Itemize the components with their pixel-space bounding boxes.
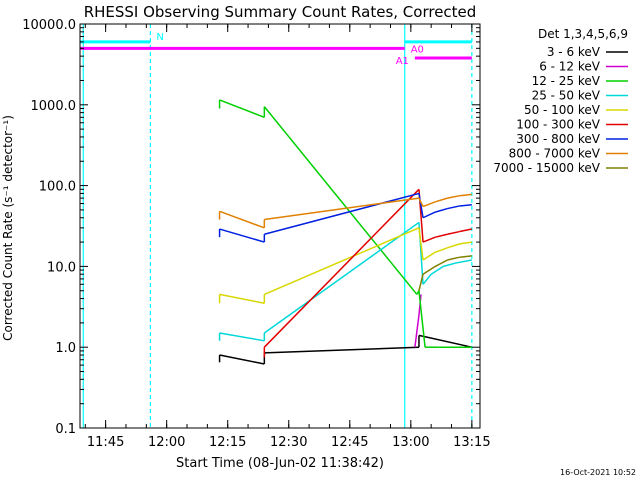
x-tick-label: 12:45 — [331, 435, 368, 450]
legend-label: 7000 - 15000 keV — [493, 161, 600, 175]
data-segment — [434, 259, 448, 268]
data-segment — [422, 265, 436, 275]
data-segment — [422, 236, 436, 243]
data-segment — [219, 354, 265, 365]
data-segment — [435, 233, 448, 238]
series-50-100-kev — [218, 227, 472, 304]
data-segment — [414, 314, 420, 348]
data-segment — [219, 332, 265, 342]
data-segment — [418, 290, 426, 348]
data-segment — [264, 197, 420, 221]
data-segment — [263, 221, 420, 334]
data-segment — [435, 197, 448, 203]
legend-label: 800 - 7000 keV — [509, 147, 601, 161]
legend-label: 100 - 300 keV — [516, 118, 600, 132]
data-segment — [418, 334, 473, 348]
data-segment — [422, 251, 436, 261]
data-segment — [219, 228, 265, 243]
legend-label: 25 - 50 keV — [532, 89, 601, 103]
state-bar-label: A1 — [396, 56, 409, 67]
data-segment — [447, 243, 460, 249]
x-tick-label: 13:00 — [392, 435, 429, 450]
data-segment — [443, 262, 456, 268]
timestamp: 16-Oct-2021 10:52 — [560, 468, 636, 477]
legend-label: 3 - 6 keV — [547, 45, 601, 59]
x-tick-label: 12:30 — [270, 435, 307, 450]
data-segment — [264, 192, 420, 235]
data-segment — [459, 193, 472, 197]
data-segment — [263, 106, 418, 295]
x-tick-label: 12:15 — [209, 435, 246, 450]
y-tick-label: 1000.0 — [31, 99, 77, 114]
data-segment — [459, 203, 472, 207]
y-tick-label: 0.1 — [55, 422, 76, 437]
data-segment — [447, 205, 460, 210]
data-segment — [418, 197, 424, 207]
data-segment — [447, 230, 460, 235]
data-segment — [263, 188, 420, 348]
data-segment — [422, 201, 436, 208]
data-segment — [418, 274, 424, 291]
data-segment — [418, 193, 424, 218]
legend-label: 6 - 12 keV — [539, 60, 601, 74]
data-segment — [219, 99, 265, 119]
legend-label: 50 - 100 keV — [524, 103, 601, 117]
y-tick-label: 100.0 — [39, 180, 76, 195]
state-bar-label: A0 — [411, 44, 424, 55]
series-12-25-kev — [218, 99, 472, 348]
chart-title: RHESSI Observing Summary Count Rates, Co… — [84, 3, 477, 21]
y-tick-label: 1.0 — [55, 341, 76, 356]
data-segment — [447, 256, 460, 261]
data-segment — [447, 194, 460, 199]
x-tick-label: 13:15 — [453, 435, 490, 450]
data-segment — [219, 210, 265, 229]
y-tick-label: 10.0 — [47, 260, 76, 275]
data-segment — [219, 293, 265, 304]
data-segment — [422, 273, 432, 285]
data-segment — [459, 228, 473, 233]
series-3-6-kev — [218, 334, 473, 365]
legend-label: 12 - 25 keV — [532, 74, 601, 88]
data-segment — [418, 227, 424, 261]
x-tick-label: 11:45 — [87, 435, 124, 450]
x-tick-label: 12:00 — [148, 435, 185, 450]
series-300-800-kev — [218, 192, 472, 243]
data-segment — [435, 207, 448, 213]
state-bar-label: N — [156, 32, 163, 43]
x-axis-label: Start Time (08-Jun-02 11:38:42) — [176, 456, 384, 471]
series-800-7000-kev — [218, 193, 472, 229]
data-segment — [459, 241, 472, 245]
data-segment — [434, 247, 448, 253]
data-segment — [264, 227, 420, 296]
data-segment — [430, 265, 444, 275]
axes-frame — [79, 23, 481, 429]
data-segment — [422, 211, 436, 219]
legend-title: Det 1,3,4,5,6,9 — [538, 27, 628, 41]
data-segment — [455, 259, 472, 264]
data-segment — [264, 346, 419, 354]
series-7000-15000-kev — [418, 255, 472, 291]
y-tick-label: 10000.0 — [22, 18, 76, 33]
y-axis-label: Corrected Count Rate (s⁻¹ detector⁻¹) — [1, 115, 15, 341]
legend-label: 300 - 800 keV — [516, 132, 600, 146]
data-segment — [459, 255, 472, 258]
